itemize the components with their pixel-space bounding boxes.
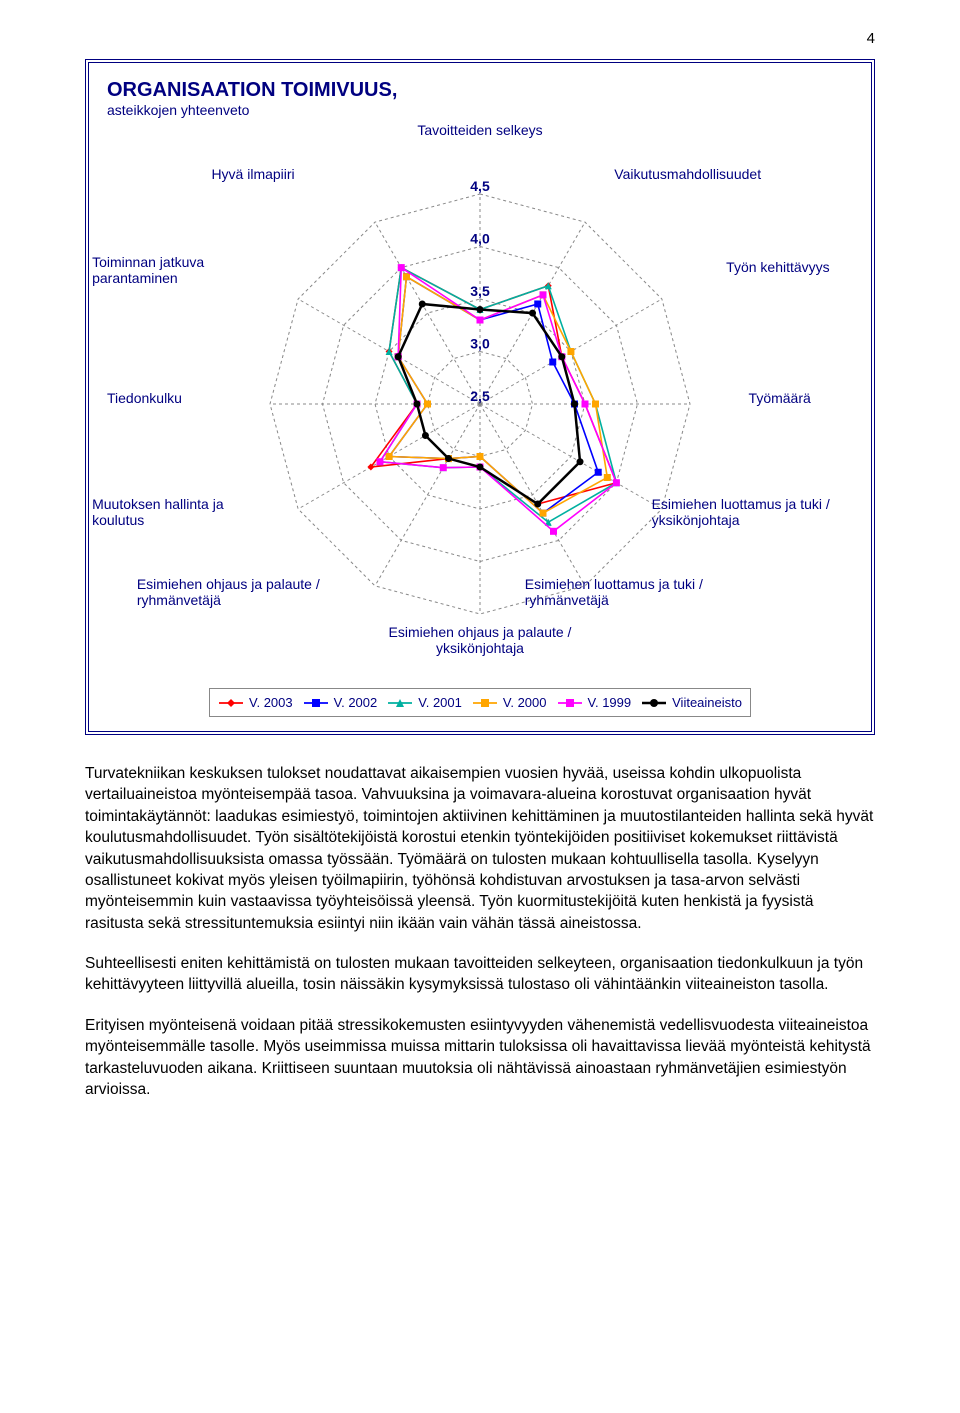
svg-text:4,5: 4,5 — [470, 178, 490, 194]
legend-label: V. 2000 — [503, 695, 547, 710]
legend-item: V. 2002 — [303, 695, 378, 710]
legend-label: V. 1999 — [588, 695, 632, 710]
radar-chart-panel: ORGANISAATION TOIMIVUUS, asteikkojen yht… — [85, 59, 875, 735]
legend-label: V. 2003 — [249, 695, 293, 710]
axis-label-8: Muutoksen hallinta ja koulutus — [92, 496, 272, 528]
axis-label-7: Esimiehen ohjaus ja palaute / ryhmänvetä… — [137, 576, 357, 608]
paragraph-3: Erityisen myönteisenä voidaan pitää stre… — [85, 1015, 875, 1101]
axis-label-0: Tavoitteiden selkeys — [417, 122, 542, 138]
axis-label-6: Esimiehen ohjaus ja palaute / yksikönjoh… — [365, 624, 595, 656]
page-number: 4 — [85, 30, 875, 47]
chart-legend: V. 2003 V. 2002 V. 2001 V. 2000 V. 1999 Viite… — [209, 688, 751, 717]
legend-item: V. 1999 — [557, 695, 632, 710]
legend-item: Viiteaineisto — [641, 695, 742, 710]
svg-text:4,0: 4,0 — [470, 231, 490, 247]
svg-text:3,5: 3,5 — [470, 283, 490, 299]
paragraph-1: Turvatekniikan keskuksen tulokset noudat… — [85, 763, 875, 934]
legend-label: V. 2001 — [418, 695, 462, 710]
chart-subtitle: asteikkojen yhteenveto — [107, 102, 853, 118]
svg-text:3,0: 3,0 — [470, 336, 490, 352]
axis-label-3: Työmäärä — [749, 390, 811, 406]
axis-label-1: Vaikutusmahdollisuudet — [614, 166, 761, 182]
axis-label-5: Esimiehen luottamus ja tuki / ryhmänvetä… — [525, 576, 735, 608]
legend-item: V. 2000 — [472, 695, 547, 710]
svg-text:2,5: 2,5 — [470, 388, 490, 404]
legend-label: Viiteaineisto — [672, 695, 742, 710]
body-text: Turvatekniikan keskuksen tulokset noudat… — [85, 763, 875, 1100]
legend-label: V. 2002 — [334, 695, 378, 710]
radar-chart: 2,5 3,0 3,5 4,0 4,5 Tavoitteiden selkeys Vaik… — [107, 124, 853, 684]
legend-item: V. 2001 — [387, 695, 462, 710]
axis-label-11: Hyvä ilmapiiri — [211, 166, 294, 182]
paragraph-2: Suhteellisesti eniten kehittämistä on tu… — [85, 953, 875, 996]
axis-label-9: Tiedonkulku — [107, 390, 182, 406]
axis-label-4: Esimiehen luottamus ja tuki / yksikönjoh… — [652, 496, 862, 528]
axis-label-10: Toiminnan jatkuva parantaminen — [92, 254, 252, 286]
axis-label-2: Työn kehittävyys — [726, 259, 830, 275]
legend-item: V. 2003 — [218, 695, 293, 710]
chart-title: ORGANISAATION TOIMIVUUS, — [107, 79, 853, 102]
